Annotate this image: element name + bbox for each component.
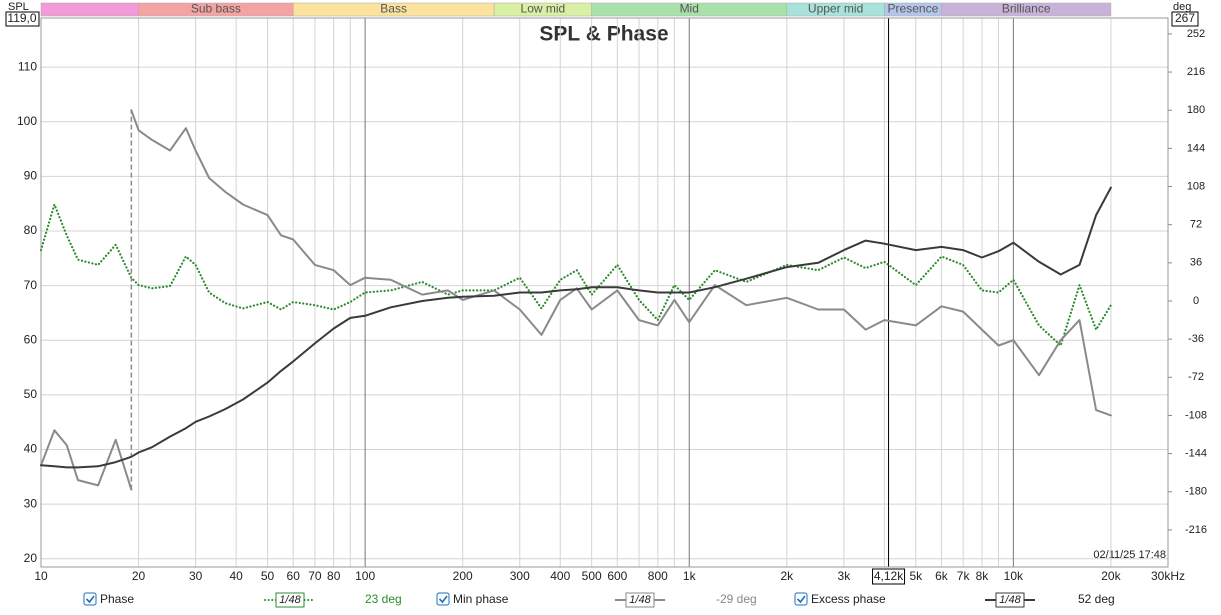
- legend-check: [438, 595, 448, 604]
- x-tick-label: 400: [550, 569, 570, 583]
- legend-label[interactable]: Excess phase: [811, 592, 886, 606]
- x-tick-label: 50: [261, 569, 275, 583]
- x-tick-label: 30: [189, 569, 203, 583]
- y2-tick-label: 144: [1187, 142, 1205, 154]
- y2lim-box: [1171, 11, 1199, 27]
- y-tick-label: 110: [18, 59, 37, 73]
- y-tick-label: 70: [24, 278, 38, 292]
- legend-check: [796, 595, 806, 604]
- y2-tick-label: -72: [1188, 371, 1204, 383]
- band-label: Presence: [888, 2, 939, 16]
- band-label: Mid: [680, 2, 699, 16]
- y2-tick-label: 72: [1190, 219, 1202, 231]
- x-tick-label: 10: [34, 569, 48, 583]
- smoothing-label: 1/48: [999, 594, 1021, 606]
- band-bar: Sub bass Bass Low mid Mid Upper mid Presence B…: [40, 2, 1112, 17]
- x-tick-label: 600: [607, 569, 627, 583]
- ylim-label: 119,0: [7, 11, 36, 25]
- legend-readout: -29 deg: [716, 592, 757, 606]
- legend-label[interactable]: Min phase: [453, 592, 509, 606]
- band: [941, 2, 1112, 17]
- legend-checkbox[interactable]: [83, 592, 97, 606]
- ylim-box: [5, 11, 40, 27]
- x-tick-label: 800: [648, 569, 668, 583]
- x-tick-label: 6k: [935, 569, 949, 583]
- y2-tick-label: -108: [1185, 409, 1207, 421]
- y2lim-label: 267: [1175, 11, 1195, 25]
- x-tick-label: 5k: [909, 569, 923, 583]
- y2-tick-label: 216: [1187, 66, 1205, 78]
- x-tick-label: 200: [453, 569, 473, 583]
- y-tick-label: 90: [24, 169, 38, 183]
- cursor-label: 4,12k: [874, 569, 904, 583]
- timestamp: 02/11/25 17:48: [1093, 549, 1166, 561]
- band-label: Upper mid: [808, 2, 863, 16]
- y2-tick-label: -144: [1185, 448, 1207, 460]
- y-tick-label: 80: [24, 223, 38, 237]
- plot-border: [40, 17, 1169, 568]
- smoothing-box: [995, 592, 1025, 608]
- x-tick-label: 70: [308, 569, 322, 583]
- legend-readout: 23 deg: [365, 592, 402, 606]
- y2-tick-label: -180: [1185, 486, 1207, 498]
- y-tick-label: 50: [24, 387, 38, 401]
- series-line: [40, 186, 1112, 469]
- y2-tick-label: 108: [1187, 180, 1205, 192]
- band: [40, 2, 139, 17]
- y2-unit: deg: [1173, 1, 1191, 13]
- x-tick-label: 100: [355, 569, 375, 583]
- y2-tick-label: 0: [1193, 295, 1199, 307]
- legend-readout: 52 deg: [1078, 592, 1115, 606]
- y-tick-label: 100: [17, 114, 37, 128]
- x-tick-label: 20: [132, 569, 146, 583]
- y2-tick-label: 36: [1190, 257, 1202, 269]
- cursor-box: [872, 568, 906, 585]
- y-tick-label: 40: [24, 442, 38, 456]
- x-tick-label: 500: [582, 569, 602, 583]
- y2-tick-label: -36: [1188, 333, 1204, 345]
- x-tick-label: 3k: [838, 569, 852, 583]
- x-tick-label: 80: [327, 569, 341, 583]
- y-tick-label: 30: [24, 496, 38, 510]
- smoothing-label: 1/48: [629, 594, 651, 606]
- y-tick-label: 20: [24, 551, 38, 565]
- chart-title: SPL & Phase: [539, 23, 668, 46]
- x-tick-label: 1k: [683, 569, 697, 583]
- band-label: Sub bass: [191, 2, 241, 16]
- legend-check: [85, 595, 95, 604]
- legend-label[interactable]: Phase: [100, 592, 134, 606]
- x-tick-label: 8k: [976, 569, 990, 583]
- band-label: Brilliance: [1002, 2, 1051, 16]
- legend-checkbox[interactable]: [794, 592, 808, 606]
- smoothing-label: 1/48: [279, 594, 301, 606]
- x-tick-label: 10k: [1004, 569, 1024, 583]
- x-tick-label: 60: [287, 569, 301, 583]
- series-line: [39, 203, 1112, 347]
- x-tick-label: 30kHz: [1151, 569, 1185, 583]
- band-label: Low mid: [521, 2, 566, 16]
- x-tick-label: 40: [229, 569, 243, 583]
- x-tick-label: 20k: [1101, 569, 1121, 583]
- y2-tick-label: 252: [1187, 28, 1205, 40]
- y2-tick-label: -216: [1185, 524, 1207, 536]
- y-tick-label: 60: [24, 332, 38, 346]
- grid: [40, 18, 1169, 567]
- x-tick-label: 300: [510, 569, 530, 583]
- y-unit: SPL: [8, 1, 29, 13]
- smoothing-box: [275, 592, 305, 608]
- x-tick-label: 7k: [957, 569, 971, 583]
- band-label: Bass: [380, 2, 407, 16]
- legend-checkbox[interactable]: [436, 592, 450, 606]
- y2-tick-label: 180: [1187, 104, 1205, 116]
- x-tick-label: 2k: [780, 569, 794, 583]
- smoothing-box: [625, 592, 655, 608]
